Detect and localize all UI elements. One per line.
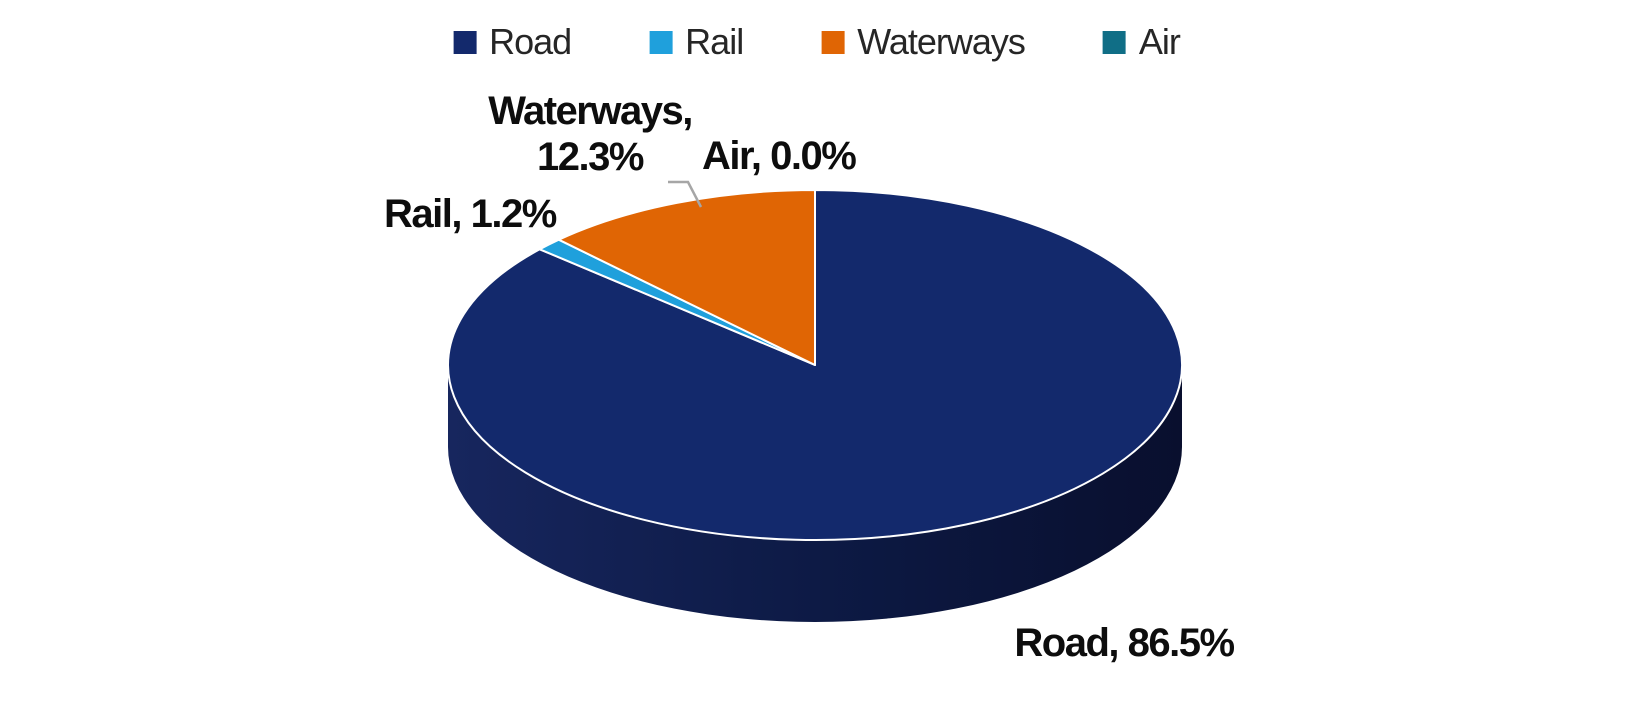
legend-swatch-icon: [649, 30, 673, 54]
data-label-waterways-line2: 12.3%: [537, 135, 644, 179]
data-label-rail: Rail, 1.2%: [384, 192, 557, 236]
waterways-leader-line: [668, 180, 703, 208]
legend-item-waterways: Waterways: [821, 21, 1026, 62]
legend-swatch-icon: [821, 30, 845, 54]
data-label-waterways-line1: Waterways,: [488, 89, 693, 133]
legend-label: Rail: [685, 21, 744, 62]
pie-slices: [447, 189, 1183, 541]
pie-slice-waterways: [557, 189, 816, 366]
legend-item-air: Air: [1102, 21, 1181, 62]
pie-side-wall: [448, 365, 1182, 622]
data-label-waterways: Waterways, 12.3%: [440, 88, 740, 180]
chart-legend: Road Rail Waterways Air: [453, 21, 1181, 62]
legend-label: Waterways: [857, 21, 1026, 62]
legend-label: Road: [489, 21, 572, 62]
legend-swatch-icon: [1102, 30, 1126, 54]
legend-item-road: Road: [453, 21, 572, 62]
pie-side-face: [448, 365, 1182, 622]
legend-swatch-icon: [453, 30, 477, 54]
data-label-air: Air, 0.0%: [702, 134, 857, 178]
data-label-road: Road, 86.5%: [1014, 621, 1235, 665]
legend-label: Air: [1138, 21, 1181, 62]
legend-item-rail: Rail: [649, 21, 744, 62]
